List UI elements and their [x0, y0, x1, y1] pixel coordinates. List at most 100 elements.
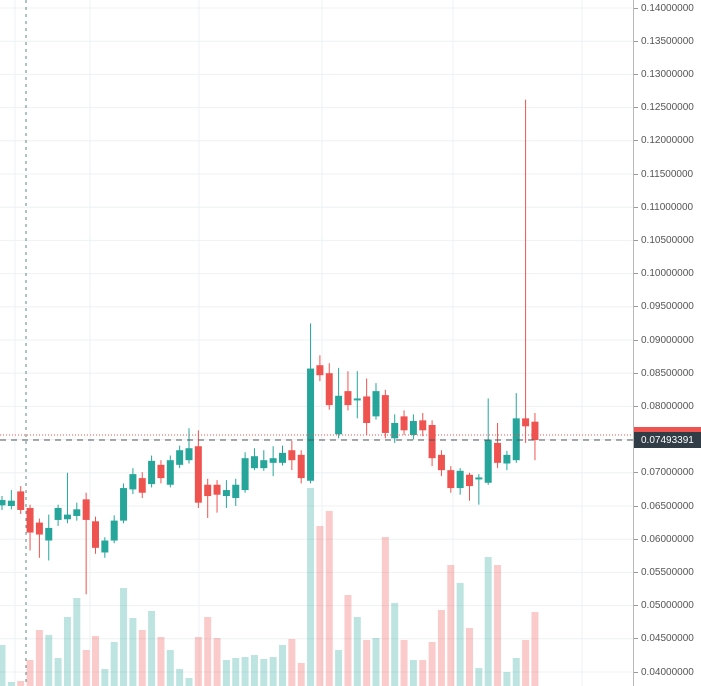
- candle-body: [120, 488, 128, 521]
- volume-bar: [194, 637, 202, 686]
- candle-body: [419, 420, 427, 431]
- volume-bar: [0, 645, 6, 686]
- candle-body: [185, 448, 193, 461]
- volume-bar: [7, 682, 15, 686]
- candle-body: [176, 450, 184, 465]
- price-axis-tick: 0.14000000: [634, 2, 701, 14]
- candle-body: [400, 416, 408, 431]
- volume-bar: [54, 658, 62, 686]
- volume-bar: [381, 537, 389, 686]
- candle-body: [17, 491, 25, 510]
- candle-body: [0, 500, 6, 506]
- candle-body: [138, 478, 146, 493]
- candle-body: [363, 396, 371, 423]
- tick-label: 0.05000000: [641, 600, 694, 612]
- price-axis-tick: 0.12000000: [634, 135, 701, 147]
- tick-mark: [634, 173, 638, 175]
- tick-label: 0.09500000: [641, 301, 694, 313]
- price-axis[interactable]: 0.07493391 0.14000000 0.13500000 0.1300000…: [633, 0, 701, 686]
- volume-bar: [63, 617, 71, 686]
- price-axis-tick: 0.05000000: [634, 600, 701, 612]
- candle-body: [129, 474, 137, 490]
- candle-body: [325, 373, 333, 406]
- price-axis-tick: 0.09500000: [634, 301, 701, 313]
- volume-bar: [269, 657, 277, 686]
- candle-body: [63, 514, 71, 520]
- tick-label: 0.13000000: [641, 68, 694, 80]
- tick-mark: [634, 505, 638, 507]
- volume-bar: [372, 638, 380, 686]
- candle-body: [353, 398, 361, 401]
- chart-plot-area[interactable]: [0, 0, 633, 686]
- tick-mark: [634, 7, 638, 9]
- price-axis-tick: 0.07000000: [634, 467, 701, 479]
- candle-body: [45, 527, 53, 541]
- candle-body: [456, 470, 464, 489]
- candle-body: [344, 391, 352, 406]
- volume-bar: [101, 669, 109, 686]
- volume-bar: [288, 639, 296, 686]
- price-axis-tick: 0.12500000: [634, 102, 701, 114]
- volume-bar: [138, 630, 146, 686]
- candle-body: [447, 470, 455, 489]
- tick-label: 0.11500000: [641, 168, 694, 180]
- volume-bar: [157, 637, 165, 686]
- price-axis-tick: 0.13000000: [634, 68, 701, 80]
- tick-mark: [634, 638, 638, 640]
- candle-body: [531, 421, 539, 441]
- price-axis-tick: 0.08000000: [634, 400, 701, 412]
- tick-label: 0.06500000: [641, 500, 694, 512]
- volume-bar: [307, 488, 315, 686]
- tick-label: 0.06000000: [641, 533, 694, 545]
- volume-bar: [297, 663, 305, 686]
- tick-label: 0.07000000: [641, 467, 694, 479]
- volume-bar: [129, 618, 137, 686]
- volume-bar: [17, 681, 25, 686]
- volume-bar: [466, 628, 473, 686]
- candle-body: [409, 421, 417, 435]
- candle-body: [307, 368, 315, 481]
- candle-body: [157, 464, 165, 479]
- tick-mark: [634, 605, 638, 607]
- tick-label: 0.08000000: [641, 400, 694, 412]
- tick-mark: [634, 140, 638, 142]
- candle-body: [372, 391, 380, 417]
- price-axis-tick: 0.05500000: [634, 566, 701, 578]
- tick-label: 0.04000000: [641, 666, 694, 678]
- volume-bar: [419, 660, 427, 686]
- candle-body: [503, 454, 511, 464]
- volume-bar: [110, 642, 118, 686]
- price-axis-tick: 0.04000000: [634, 666, 701, 678]
- candle-body: [73, 509, 81, 516]
- tick-mark: [634, 306, 638, 308]
- price-axis-tick: 0.10500000: [634, 234, 701, 246]
- volume-bar: [92, 636, 99, 686]
- candle-body: [54, 507, 62, 520]
- volume-bar: [335, 650, 343, 686]
- candle-body: [391, 423, 399, 439]
- candle-body: [297, 454, 305, 479]
- tick-label: 0.12000000: [641, 135, 694, 147]
- candle-body: [241, 458, 249, 491]
- volume-bar: [35, 630, 43, 686]
- volume-bar: [45, 635, 53, 686]
- tick-label: 0.08500000: [641, 367, 694, 379]
- candle-body: [288, 450, 296, 461]
- volume-bar: [391, 603, 399, 686]
- candle-body: [316, 365, 324, 376]
- volume-bar: [73, 598, 81, 686]
- volume-bar: [522, 640, 530, 686]
- tick-mark: [634, 571, 638, 573]
- tick-label: 0.04500000: [641, 633, 694, 645]
- volume-bar: [120, 588, 128, 686]
- candle-body: [7, 500, 15, 506]
- tick-label: 0.05500000: [641, 566, 694, 578]
- tick-label: 0.10500000: [641, 234, 694, 246]
- tick-label: 0.09000000: [641, 334, 694, 346]
- candle-body: [522, 418, 530, 427]
- candle-body: [213, 484, 221, 495]
- volume-bar: [456, 583, 464, 686]
- candle-body: [35, 522, 43, 535]
- volume-bar: [437, 610, 445, 686]
